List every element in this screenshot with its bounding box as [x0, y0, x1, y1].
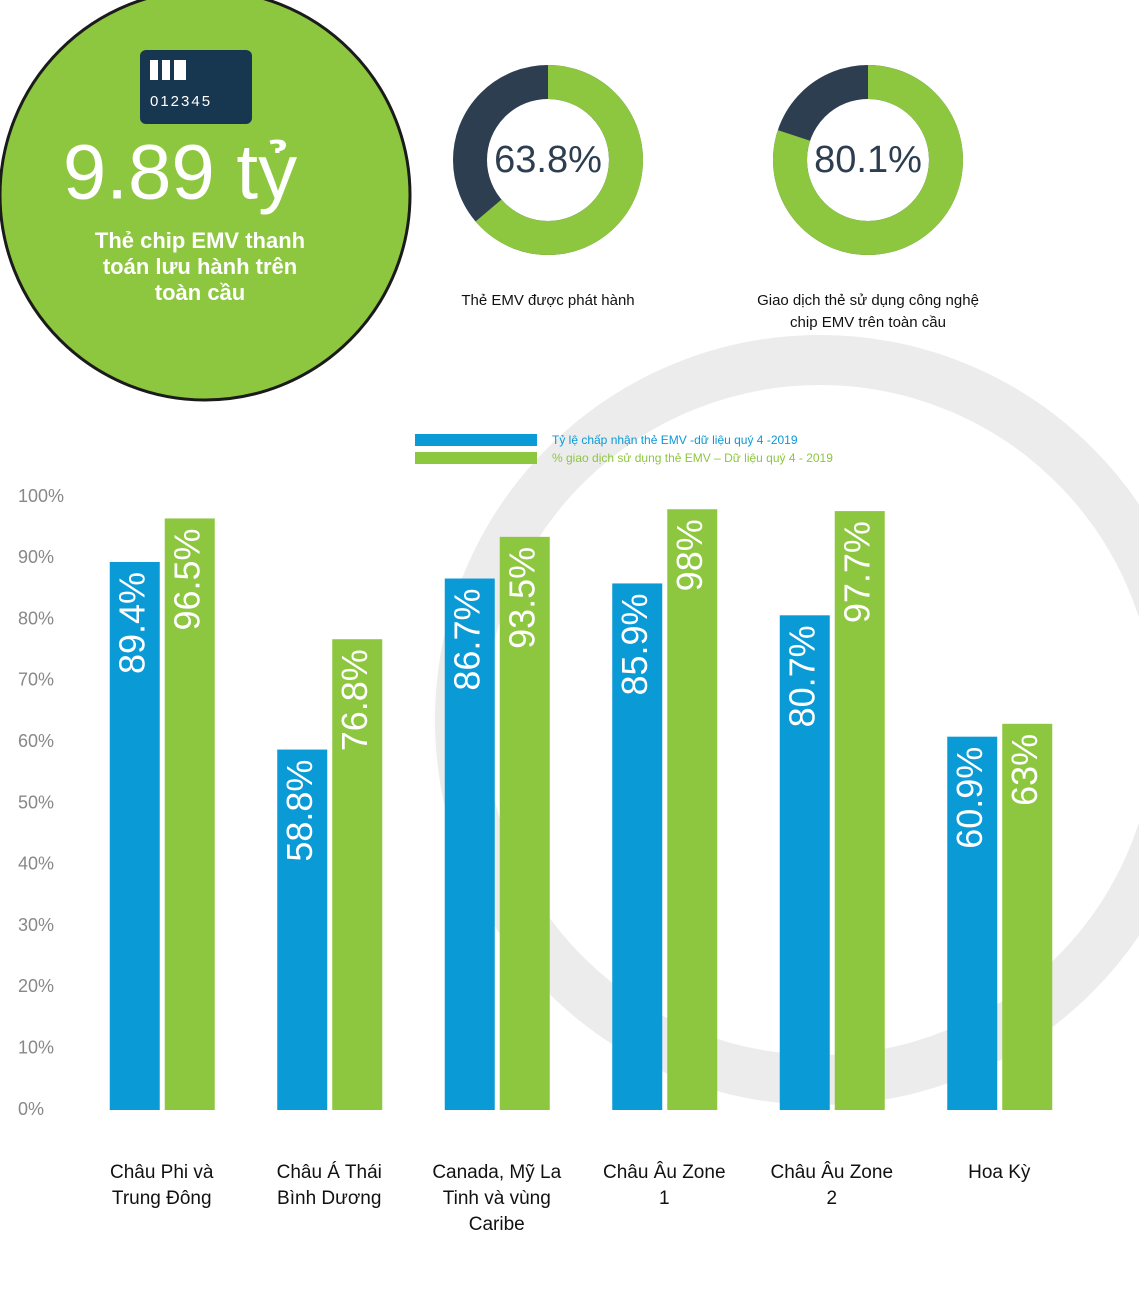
x-tick-label: Canada, Mỹ La Tinh và vùng Caribe — [432, 1160, 562, 1238]
bar-value-label: 93.5% — [501, 547, 542, 649]
y-tick-label: 60% — [18, 731, 54, 751]
infographic: 012345 9.89 tỷ 63.8% 80.1% 0% 10% 20% 30% 40% 5… — [0, 0, 1139, 1289]
card-number: 012345 — [150, 93, 212, 110]
chart: 012345 9.89 tỷ 63.8% 80.1% 0% 10% 20% 30% 40% 5… — [0, 0, 1139, 1289]
bar-value-label: 85.9% — [614, 593, 655, 695]
x-tick-label: Châu Phi và Trung Đông — [97, 1160, 227, 1212]
chip-icon — [150, 60, 158, 80]
donut-label: 80.1% — [814, 139, 922, 181]
y-tick-label: 70% — [18, 670, 54, 690]
bar-value-label: 89.4% — [111, 572, 152, 674]
chip-icon — [162, 60, 170, 80]
x-tick-label: Châu Á Thái Bình Dương — [264, 1160, 394, 1212]
y-tick-label: 0% — [18, 1099, 44, 1119]
x-tick-label: Châu Âu Zone 1 — [599, 1160, 729, 1212]
y-tick-label: 20% — [18, 976, 54, 996]
y-tick-label: 90% — [18, 547, 54, 567]
y-tick-label: 100% — [18, 486, 64, 506]
donut-caption: Thẻ EMV được phát hành — [428, 290, 668, 312]
bar-value-label: 86.7% — [446, 589, 487, 691]
x-tick-label: Hoa Kỳ — [934, 1160, 1064, 1186]
bar-value-label: 98% — [669, 519, 710, 591]
chip-icon — [174, 60, 186, 80]
highlight-caption: Thẻ chip EMV thanh toán lưu hành trên to… — [90, 228, 310, 306]
bar-value-label: 80.7% — [781, 625, 822, 727]
bar-value-label: 96.5% — [166, 528, 207, 630]
bar-value-label: 97.7% — [836, 521, 877, 623]
bar — [667, 509, 717, 1110]
bar-value-label: 60.9% — [949, 747, 990, 849]
legend-swatch — [415, 434, 537, 446]
bar-value-label: 76.8% — [334, 649, 375, 751]
y-tick-label: 40% — [18, 854, 54, 874]
y-tick-label: 10% — [18, 1037, 54, 1057]
donut-label: 63.8% — [494, 139, 602, 181]
bar-value-label: 63% — [1004, 734, 1045, 806]
legend-label: % giao dịch sử dụng thẻ EMV – Dữ liệu qu… — [552, 451, 833, 465]
y-tick-label: 30% — [18, 915, 54, 935]
x-tick-label: Châu Âu Zone 2 — [767, 1160, 897, 1212]
legend-label: Tỷ lệ chấp nhận thẻ EMV -dữ liệu quý 4 -… — [552, 433, 798, 447]
donut-caption: Giao dịch thẻ sử dụng công nghệ chip EMV… — [748, 290, 988, 334]
legend-swatch — [415, 452, 537, 464]
bar-value-label: 58.8% — [279, 760, 320, 862]
highlight-value: 9.89 tỷ — [63, 128, 297, 216]
y-tick-label: 50% — [18, 792, 54, 812]
y-tick-label: 80% — [18, 608, 54, 628]
